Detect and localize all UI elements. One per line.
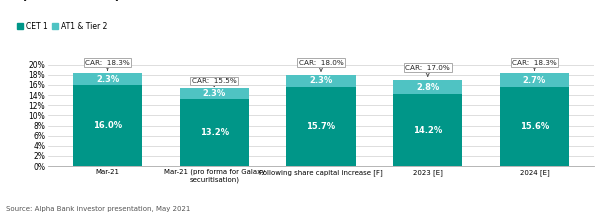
Text: 13.2%: 13.2% [200,128,229,137]
Text: 2.8%: 2.8% [416,82,439,92]
Bar [73,85,142,166]
Text: CAR:  18.0%: CAR: 18.0% [299,60,343,71]
Bar [73,73,142,85]
Bar [500,87,569,166]
Legend: CET 1, AT1 & Tier 2: CET 1, AT1 & Tier 2 [14,19,111,34]
Text: 14.2%: 14.2% [413,126,442,135]
Text: 2.3%: 2.3% [203,89,226,98]
Bar [179,99,249,166]
Text: Source: Alpha Bank investor presentation, May 2021: Source: Alpha Bank investor presentation… [6,206,190,212]
Text: CAR:  18.3%: CAR: 18.3% [512,60,557,70]
Text: Alpha Bank's capital metrics: Alpha Bank's capital metrics [10,0,199,1]
Text: 15.6%: 15.6% [520,122,549,131]
Bar [179,88,249,99]
Bar [500,73,569,87]
Text: 2.7%: 2.7% [523,76,546,85]
Bar [393,94,463,166]
Text: 2.3%: 2.3% [310,76,332,85]
Text: CAR:  17.0%: CAR: 17.0% [406,65,450,76]
Bar [393,80,463,94]
Text: CAR:  18.3%: CAR: 18.3% [85,60,130,70]
Text: CAR:  15.5%: CAR: 15.5% [192,78,236,86]
Text: 15.7%: 15.7% [307,122,335,131]
Bar [286,86,356,166]
Text: 2.3%: 2.3% [96,75,119,84]
Text: 16.0%: 16.0% [93,121,122,130]
Bar [286,75,356,86]
